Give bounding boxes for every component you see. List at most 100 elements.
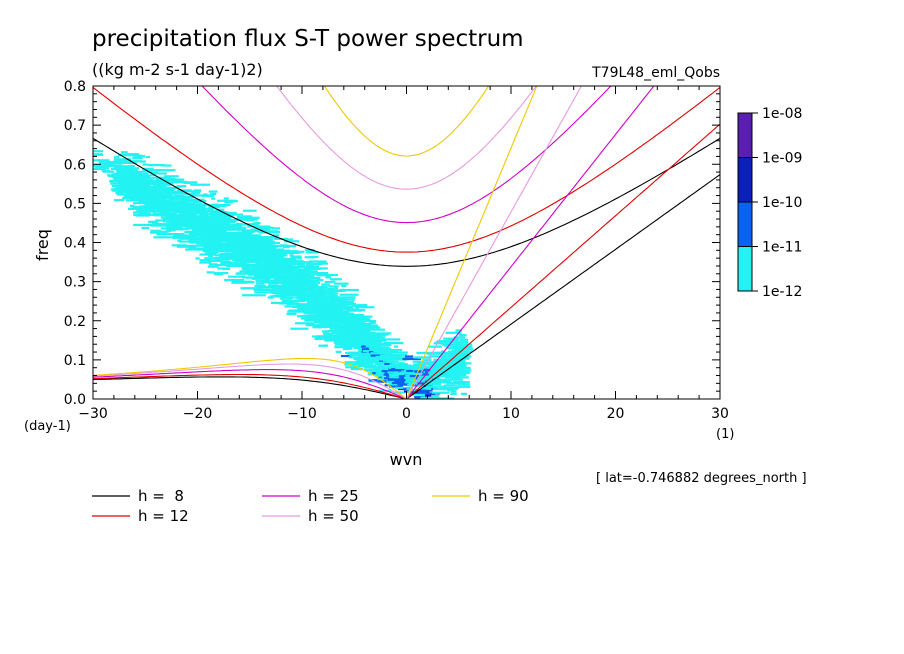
spectrum-cell (431, 391, 450, 394)
spectrum-cell (377, 363, 384, 367)
spectrum-cell (323, 285, 328, 288)
spectrum-cell (449, 358, 463, 361)
spectrum-cell (457, 385, 471, 388)
spectrum-cell (116, 193, 132, 196)
y-tick-label: 0.1 (64, 353, 86, 369)
chart-subtitle: ((kg m-2 s-1 day-1)2) (92, 60, 263, 79)
spectrum-cell (111, 184, 127, 188)
spectrum-cell (268, 281, 279, 285)
spectrum-cell (271, 289, 291, 292)
spectrum-cell (199, 259, 212, 262)
x-tick-label: 20 (607, 406, 625, 422)
spectrum-cell (291, 258, 297, 261)
spectrum-cell (397, 387, 405, 391)
spectrum-cell (458, 357, 470, 360)
spectrum-cell (114, 156, 120, 159)
spectrum-cell (451, 377, 461, 380)
spectrum-cell (193, 200, 207, 203)
spectrum-cell (379, 354, 392, 357)
spectrum-cell (412, 360, 422, 363)
spectrum-cell (224, 231, 244, 235)
spectrum-cell (275, 294, 288, 297)
spectrum-cell (393, 345, 399, 348)
spectrum-cell (429, 381, 447, 384)
spectrum-cell (289, 254, 294, 257)
spectrum-cell (391, 364, 411, 367)
spectrum-cell (214, 236, 228, 240)
spectrum-cell (347, 338, 352, 341)
spectrum-cell (241, 294, 258, 297)
spectrum-cell (265, 247, 277, 250)
spectrum-cell (273, 263, 289, 266)
spectrum-cell (448, 351, 453, 354)
spectrum-cell (335, 350, 342, 353)
spectrum-cell (434, 369, 453, 372)
spectrum-cell (177, 192, 187, 195)
spectrum-cell (289, 291, 299, 294)
spectrum-cell (431, 394, 440, 398)
spectrum-cell (270, 301, 287, 304)
spectrum-cell (296, 261, 313, 264)
spectrum-cell (324, 301, 338, 305)
legend-item: h = 8 (92, 487, 184, 505)
spectrum-cell (356, 304, 368, 307)
spectrum-cell (391, 381, 406, 385)
spectrum-cell (142, 172, 149, 176)
spectrum-cell (408, 372, 420, 375)
spectrum-cell (312, 267, 328, 270)
x-tick-label: −30 (78, 406, 108, 422)
spectrum-cell (350, 365, 358, 369)
x-unit-label: (1) (716, 427, 734, 442)
spectrum-cell (329, 327, 338, 330)
spectrum-cell (166, 222, 172, 225)
spectrum-cell (378, 360, 388, 363)
spectrum-cell (206, 271, 215, 274)
spectrum-cell (294, 299, 305, 302)
spectrum-cell (444, 381, 452, 384)
spectrum-cell (194, 191, 201, 194)
spectrum-cell (239, 216, 260, 219)
spectrum-cell (134, 155, 146, 158)
spectrum-cell (237, 226, 247, 229)
spectrum-cell (394, 370, 403, 373)
spectrum-cell (105, 162, 123, 165)
spectrum-cell (442, 373, 455, 377)
spectrum-cell (213, 272, 229, 275)
spectrum-cell (371, 337, 380, 341)
spectrum-cell (258, 243, 273, 246)
spectrum-cell (213, 224, 234, 227)
spectrum-cell (189, 205, 206, 208)
spectrum-cell (453, 363, 459, 366)
spectrum-cell (455, 350, 473, 353)
spectrum-cell (252, 245, 263, 248)
spectrum-cell (147, 178, 154, 182)
spectrum-cell (339, 338, 354, 341)
spectrum-cell (242, 209, 257, 212)
spectrum-cell (220, 260, 232, 263)
spectrum-cell (282, 274, 291, 277)
spectrum-cell (152, 222, 160, 225)
spectrum-cell (278, 251, 284, 255)
spectrum-cell (220, 262, 238, 265)
inertia-gravity-curve (93, 137, 720, 267)
spectrum-cell (287, 265, 296, 269)
spectrum-cell (437, 339, 455, 343)
legend-item: h = 25 (262, 487, 359, 505)
spectrum-cell (324, 280, 332, 284)
spectrum-cell (321, 283, 330, 286)
spectrum-cell (450, 390, 457, 393)
spectrum-cell (362, 342, 383, 346)
dispersion-curve-h25 (93, 86, 655, 399)
spectrum-cell (240, 287, 259, 290)
spectrum-cell (162, 192, 171, 195)
spectrum-cell (206, 218, 220, 221)
spectrum-cell (387, 371, 405, 374)
spectrum-cell (333, 287, 339, 290)
spectrum-cell (261, 267, 270, 270)
spectrum-cell (179, 240, 196, 243)
spectrum-cell (441, 378, 456, 381)
spectrum-cell (353, 309, 366, 312)
spectrum-cell (442, 386, 459, 390)
spectrum-cell (382, 358, 395, 361)
spectrum-cell (240, 238, 254, 241)
